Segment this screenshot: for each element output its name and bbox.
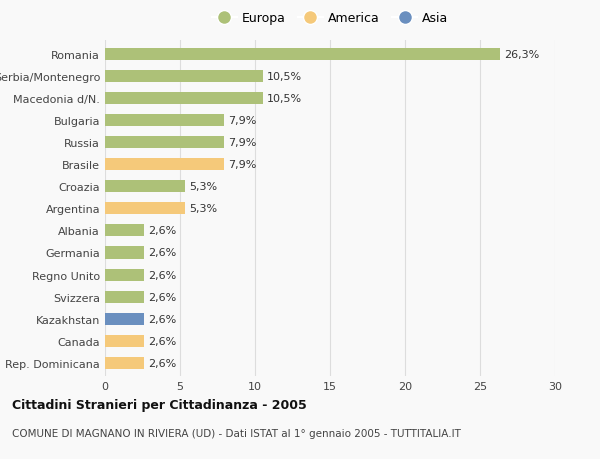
Bar (105, 71, 263, 83)
Bar (105, 159, 223, 171)
Text: 2,6%: 2,6% (149, 292, 177, 302)
Text: Cittadini Stranieri per Cittadinanza - 2005: Cittadini Stranieri per Cittadinanza - 2… (12, 398, 307, 412)
Bar (105, 313, 144, 325)
Bar (105, 357, 144, 369)
Bar (105, 247, 144, 259)
Text: 2,6%: 2,6% (149, 248, 177, 258)
Text: 7,9%: 7,9% (228, 116, 256, 126)
Text: 10,5%: 10,5% (267, 72, 302, 82)
Text: 2,6%: 2,6% (149, 336, 177, 346)
Bar (105, 137, 223, 149)
Text: 10,5%: 10,5% (267, 94, 302, 104)
Bar (105, 269, 144, 281)
Bar (105, 115, 223, 127)
Bar (105, 49, 499, 61)
Bar (105, 181, 185, 193)
Text: 26,3%: 26,3% (504, 50, 539, 60)
Text: 2,6%: 2,6% (149, 226, 177, 236)
Text: 2,6%: 2,6% (149, 270, 177, 280)
Text: 5,3%: 5,3% (189, 182, 217, 192)
Text: 7,9%: 7,9% (228, 138, 256, 148)
Text: 7,9%: 7,9% (228, 160, 256, 170)
Bar (105, 93, 263, 105)
Text: 5,3%: 5,3% (189, 204, 217, 214)
Text: COMUNE DI MAGNANO IN RIVIERA (UD) - Dati ISTAT al 1° gennaio 2005 - TUTTITALIA.I: COMUNE DI MAGNANO IN RIVIERA (UD) - Dati… (12, 428, 461, 438)
Bar (105, 335, 144, 347)
Bar (105, 225, 144, 237)
Legend: Europa, America, Asia: Europa, America, Asia (206, 7, 454, 30)
Text: 2,6%: 2,6% (149, 358, 177, 368)
Bar (105, 291, 144, 303)
Text: 2,6%: 2,6% (149, 314, 177, 324)
Bar (105, 203, 185, 215)
